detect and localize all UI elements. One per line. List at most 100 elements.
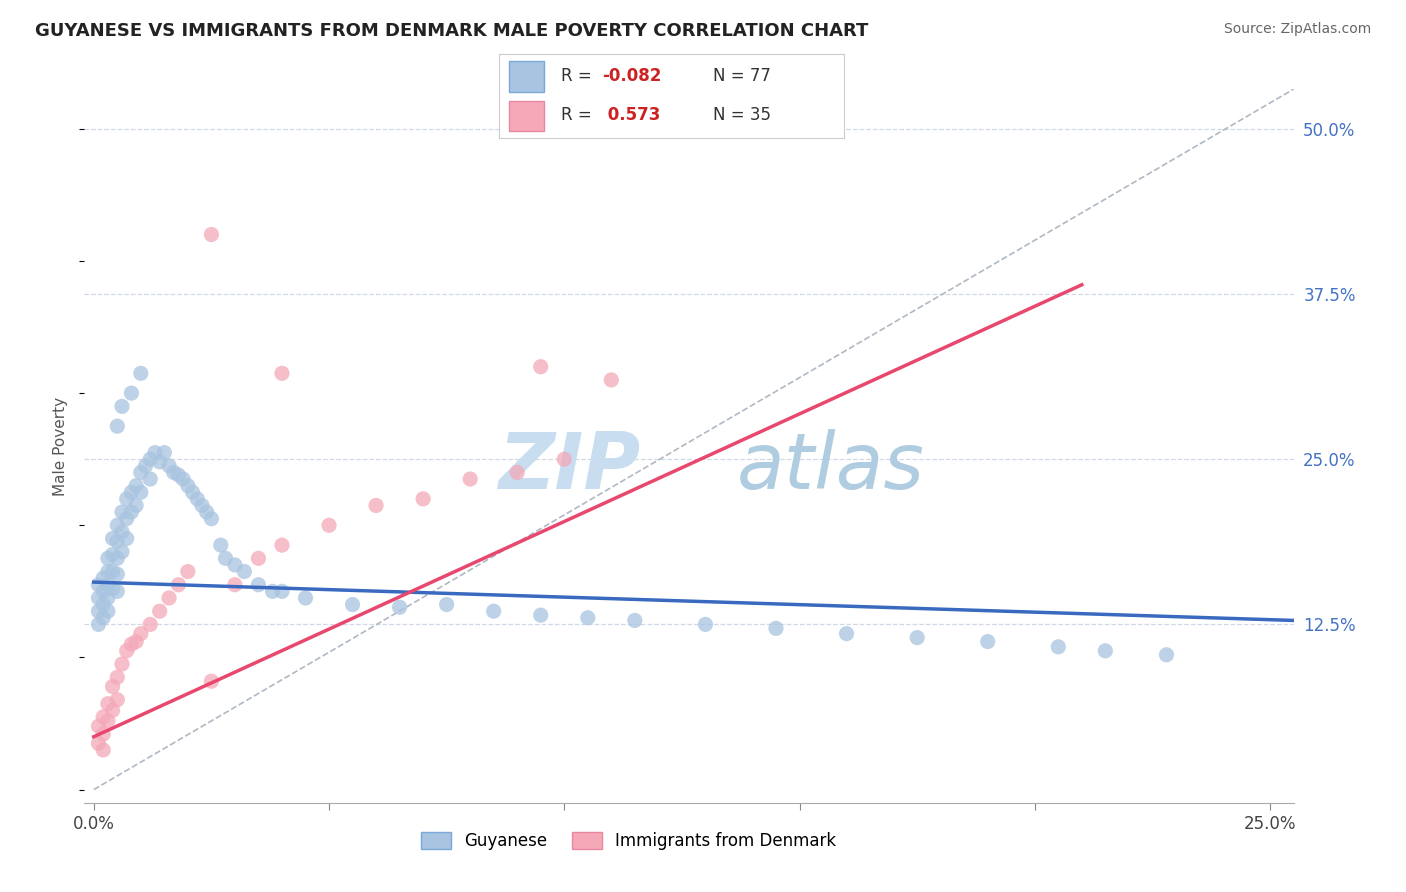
Point bbox=[91, 710, 114, 724]
Point bbox=[271, 538, 294, 552]
Point bbox=[91, 727, 114, 741]
Point bbox=[139, 472, 162, 486]
Point bbox=[482, 604, 505, 618]
Point bbox=[186, 491, 208, 506]
Point bbox=[153, 445, 176, 459]
Point bbox=[97, 578, 120, 592]
Point bbox=[111, 400, 134, 414]
Text: R =: R = bbox=[561, 106, 598, 124]
Point bbox=[200, 511, 222, 525]
Point bbox=[115, 511, 138, 525]
Point bbox=[342, 598, 364, 612]
Point bbox=[101, 703, 124, 717]
Text: GUYANESE VS IMMIGRANTS FROM DENMARK MALE POVERTY CORRELATION CHART: GUYANESE VS IMMIGRANTS FROM DENMARK MALE… bbox=[35, 22, 869, 40]
Text: Source: ZipAtlas.com: Source: ZipAtlas.com bbox=[1223, 22, 1371, 37]
Point bbox=[247, 578, 270, 592]
Point bbox=[530, 608, 553, 623]
Point bbox=[111, 505, 134, 519]
Point bbox=[149, 455, 172, 469]
Point bbox=[101, 547, 124, 561]
Point bbox=[835, 626, 858, 640]
Point bbox=[412, 491, 434, 506]
Point bbox=[97, 604, 120, 618]
Point bbox=[163, 466, 186, 480]
Point bbox=[87, 578, 110, 592]
Point bbox=[115, 532, 138, 546]
Point bbox=[87, 617, 110, 632]
Point bbox=[294, 591, 316, 605]
Point bbox=[139, 452, 162, 467]
Point bbox=[172, 472, 194, 486]
Point bbox=[224, 558, 246, 572]
Point bbox=[87, 591, 110, 605]
Point bbox=[506, 466, 529, 480]
Point bbox=[91, 584, 114, 599]
Point bbox=[111, 545, 134, 559]
Point bbox=[105, 518, 128, 533]
Point bbox=[91, 571, 114, 585]
Point bbox=[458, 472, 481, 486]
Text: ZIP: ZIP bbox=[498, 429, 641, 506]
Point bbox=[129, 626, 152, 640]
Point bbox=[177, 565, 200, 579]
Text: -0.082: -0.082 bbox=[603, 68, 662, 86]
Point bbox=[105, 534, 128, 549]
Point bbox=[139, 617, 162, 632]
Point bbox=[388, 600, 411, 615]
Legend: Guyanese, Immigrants from Denmark: Guyanese, Immigrants from Denmark bbox=[412, 824, 845, 859]
Point bbox=[105, 419, 128, 434]
Point bbox=[271, 584, 294, 599]
Point bbox=[214, 551, 236, 566]
Point bbox=[111, 524, 134, 539]
Y-axis label: Male Poverty: Male Poverty bbox=[53, 396, 69, 496]
Point bbox=[247, 551, 270, 566]
Text: atlas: atlas bbox=[737, 429, 925, 506]
Point bbox=[105, 567, 128, 582]
Point bbox=[364, 499, 387, 513]
Point bbox=[157, 591, 180, 605]
Point bbox=[765, 621, 787, 635]
Point bbox=[149, 604, 172, 618]
Point bbox=[97, 551, 120, 566]
Point bbox=[101, 532, 124, 546]
Point bbox=[905, 631, 928, 645]
Point bbox=[115, 644, 138, 658]
Point bbox=[125, 634, 148, 648]
Point bbox=[436, 598, 458, 612]
Text: R =: R = bbox=[561, 68, 598, 86]
Point bbox=[157, 458, 180, 473]
Point bbox=[177, 478, 200, 492]
Point bbox=[125, 499, 148, 513]
Point bbox=[167, 468, 190, 483]
Point bbox=[97, 714, 120, 728]
Point bbox=[97, 591, 120, 605]
Point bbox=[87, 719, 110, 733]
Point bbox=[105, 584, 128, 599]
Point bbox=[87, 736, 110, 750]
Point bbox=[91, 598, 114, 612]
Point bbox=[318, 518, 340, 533]
Text: N = 77: N = 77 bbox=[713, 68, 770, 86]
Point bbox=[101, 582, 124, 596]
Point bbox=[695, 617, 717, 632]
Point bbox=[120, 386, 142, 401]
Point bbox=[200, 227, 222, 242]
Point bbox=[181, 485, 204, 500]
Point bbox=[115, 491, 138, 506]
Point bbox=[195, 505, 218, 519]
FancyBboxPatch shape bbox=[509, 101, 544, 131]
Point bbox=[209, 538, 232, 552]
Point bbox=[191, 499, 214, 513]
Point bbox=[1156, 648, 1178, 662]
Point bbox=[600, 373, 623, 387]
Point bbox=[97, 697, 120, 711]
Point bbox=[97, 565, 120, 579]
Point bbox=[120, 505, 142, 519]
Point bbox=[271, 367, 294, 381]
Point bbox=[87, 604, 110, 618]
Point bbox=[624, 614, 647, 628]
Point bbox=[105, 692, 128, 706]
FancyBboxPatch shape bbox=[509, 62, 544, 92]
Point bbox=[1047, 640, 1070, 654]
Text: 0.573: 0.573 bbox=[603, 106, 661, 124]
